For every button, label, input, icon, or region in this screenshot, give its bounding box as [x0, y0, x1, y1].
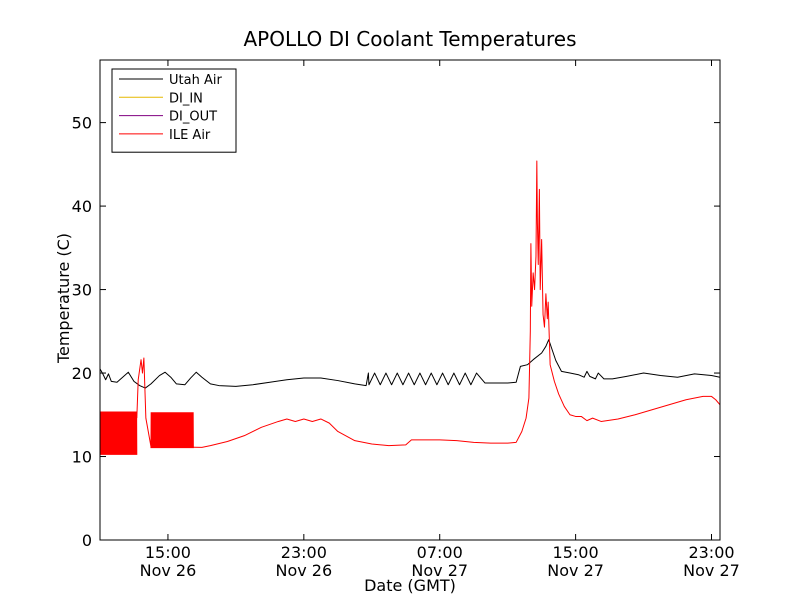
chart-title: APOLLO DI Coolant Temperatures — [243, 27, 576, 51]
plot-frame — [99, 59, 721, 541]
x-tick-label-time: 15:00 — [145, 543, 191, 562]
series-line-ile-air — [136, 160, 720, 448]
y-tick-label: 40 — [72, 197, 92, 216]
x-tick-label-date: Nov 26 — [140, 561, 197, 580]
x-tick-label-time: 23:00 — [281, 543, 327, 562]
y-axis-label: Temperature (C) — [54, 233, 73, 364]
y-tick-label: 0 — [82, 531, 92, 550]
series-oscillation-ile-air-1 — [100, 411, 138, 455]
legend-label-utah-air: Utah Air — [169, 73, 222, 88]
y-tick-label: 30 — [72, 281, 92, 300]
x-tick-label-time: 07:00 — [417, 543, 463, 562]
legend-box — [111, 68, 237, 153]
plot-series-layer — [100, 160, 720, 455]
x-tick-label-time: 15:00 — [553, 543, 599, 562]
x-tick-label-date: Nov 27 — [683, 561, 740, 580]
series-line-utah-air — [100, 339, 720, 389]
legend-label-ile-air: ILE Air — [169, 128, 211, 143]
legend: Utah Air DI_IN DI_OUT ILE Air — [111, 68, 237, 153]
x-tick-label-date: Nov 27 — [547, 561, 604, 580]
series-oscillation-ile-air-2 — [150, 412, 194, 449]
legend-label-di-out: DI_OUT — [169, 110, 217, 125]
x-tick-label-date: Nov 26 — [275, 561, 332, 580]
x-tick-label-date: Nov 27 — [411, 561, 468, 580]
legend-label-di-in: DI_IN — [169, 91, 203, 106]
y-tick-label: 50 — [72, 114, 92, 133]
y-tick-label: 20 — [72, 364, 92, 383]
x-tick-label-time: 23:00 — [688, 543, 734, 562]
x-axis-label: Date (GMT) — [364, 576, 456, 595]
y-tick-label: 10 — [72, 448, 92, 467]
